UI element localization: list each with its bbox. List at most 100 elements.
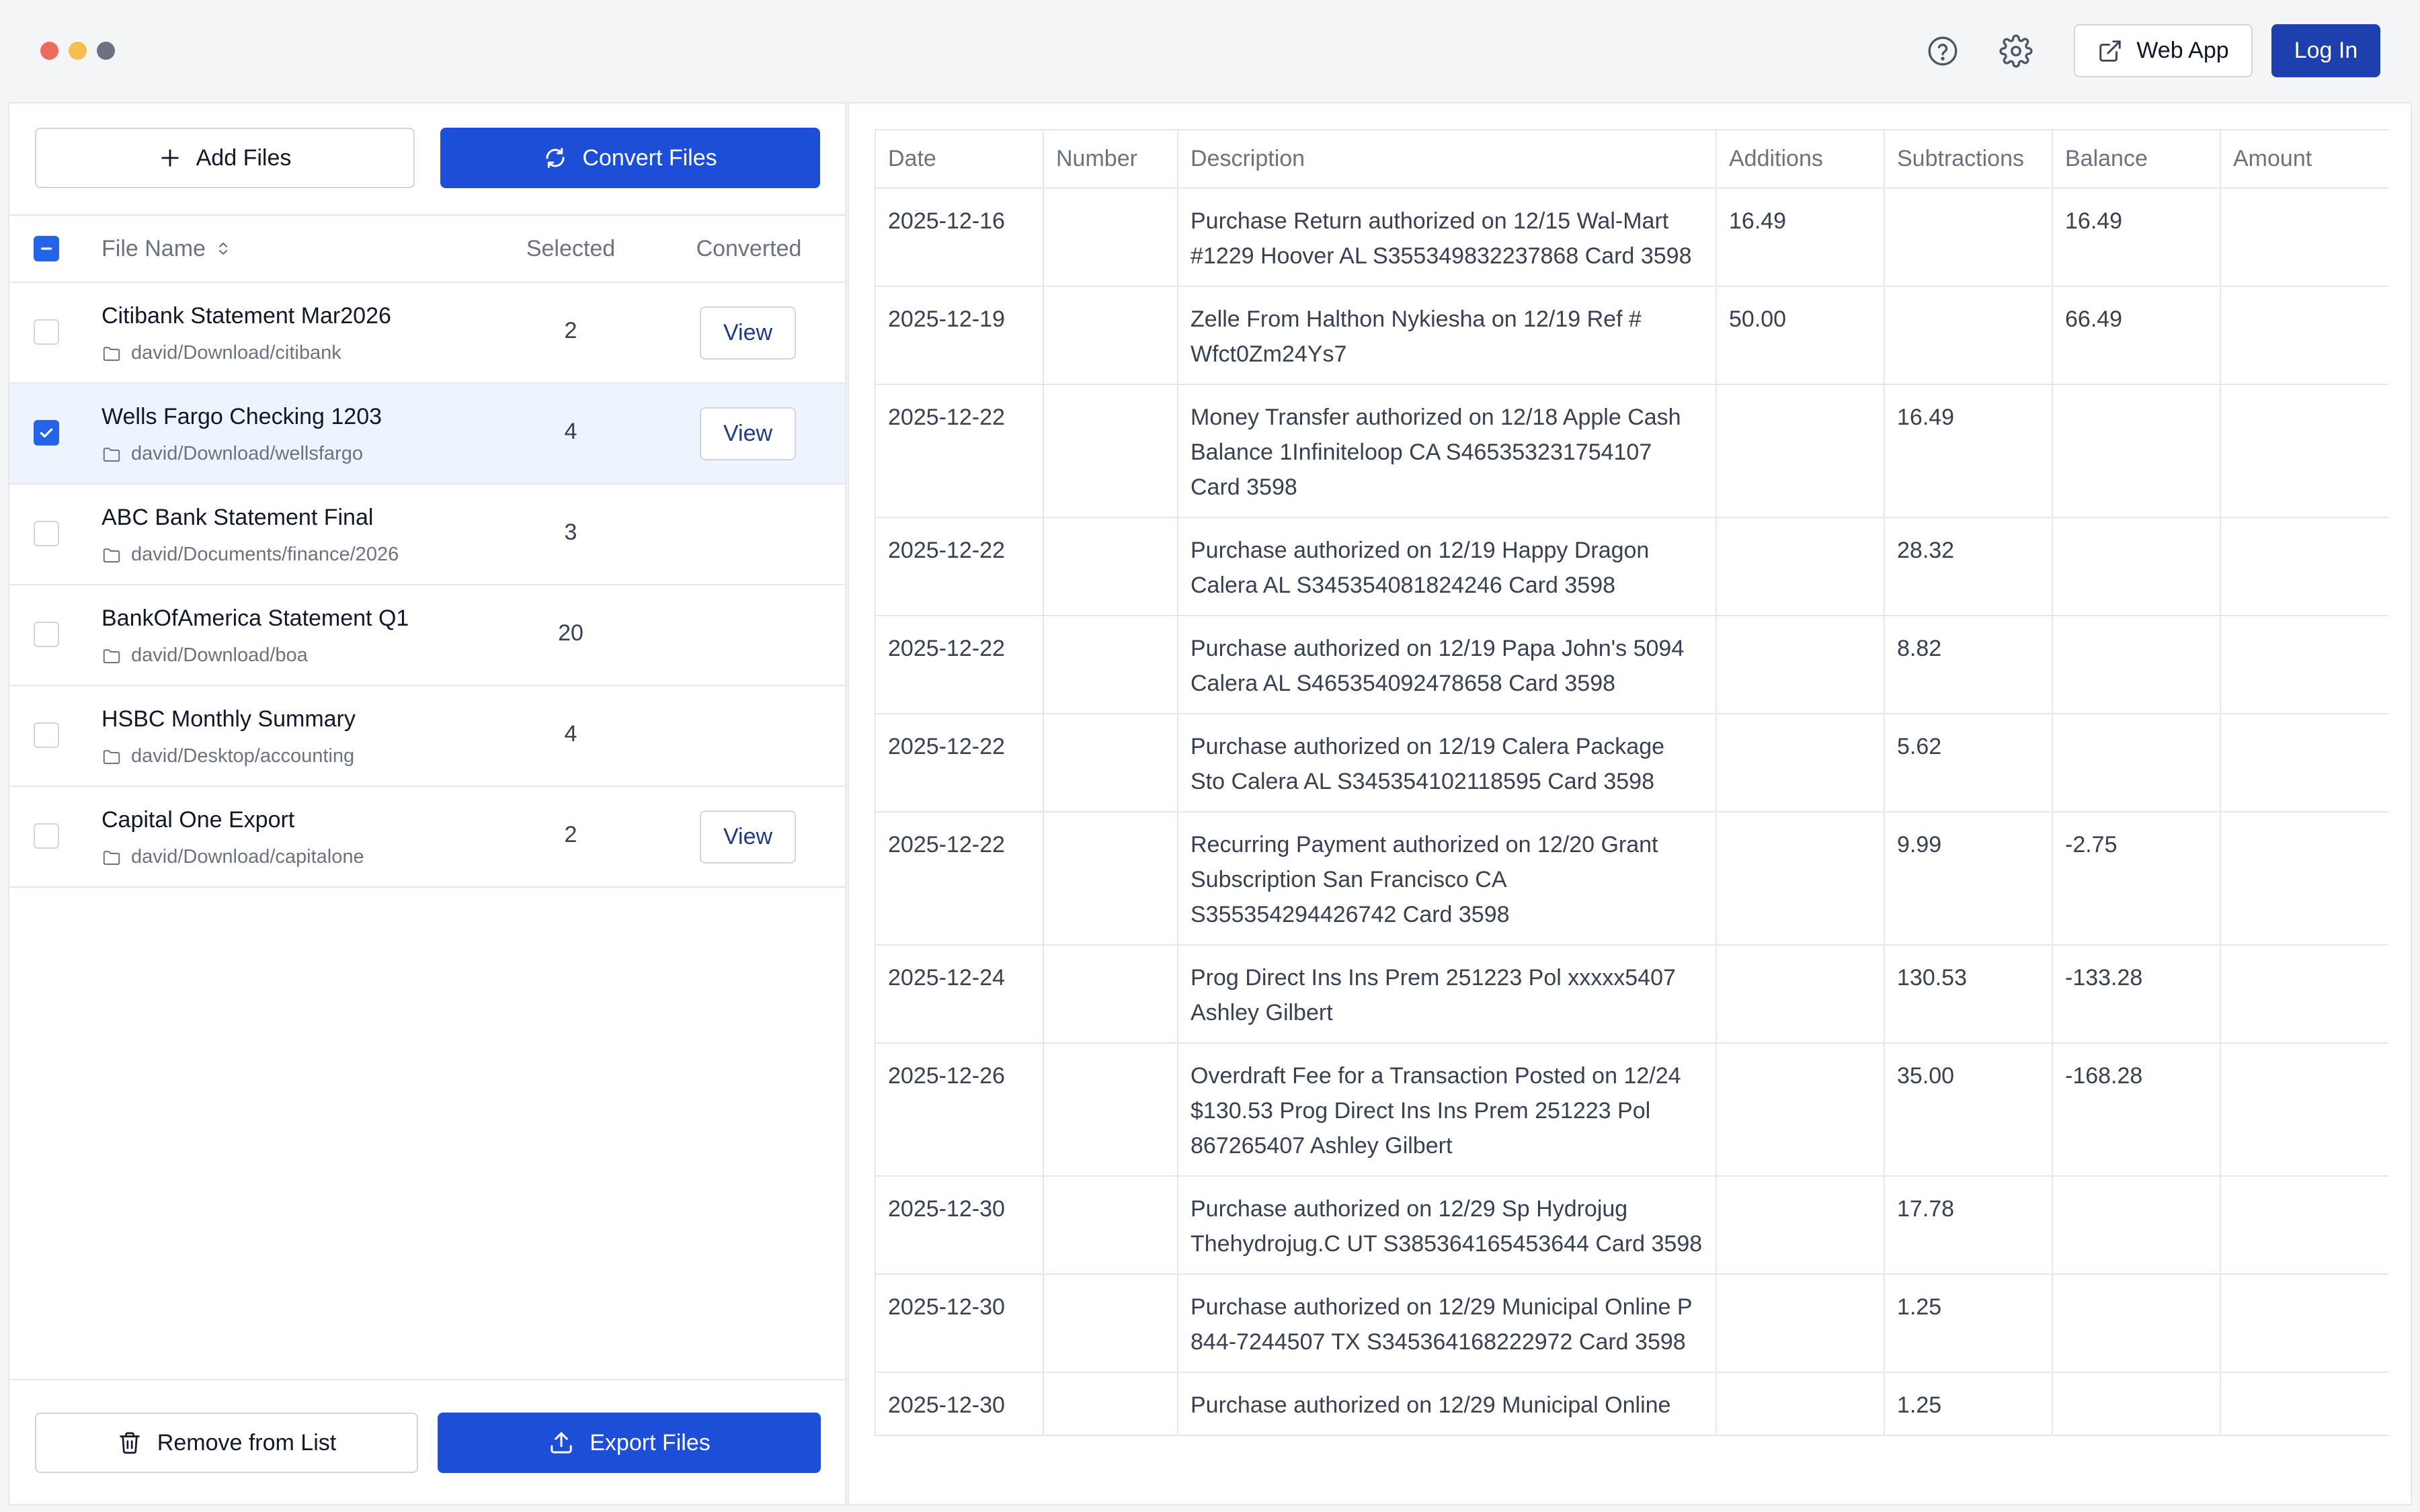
table-body: 2025-12-16 Purchase Return authorized on …: [875, 187, 2388, 1436]
cell-date: 2025-12-22: [875, 517, 1044, 616]
cell-amount: [2220, 384, 2388, 518]
file-list: Citibank Statement Mar2026 david/Download…: [9, 283, 845, 888]
zoom-window-button[interactable]: [97, 42, 115, 60]
view-button[interactable]: View: [700, 306, 796, 360]
cell-subtractions: 5.62: [1884, 713, 2053, 812]
remove-from-list-button[interactable]: Remove from List: [35, 1413, 418, 1473]
file-name: Citibank Statement Mar2026: [102, 303, 391, 329]
file-row[interactable]: Capital One Export david/Download/capital…: [9, 787, 845, 888]
cell-amount: [2220, 517, 2388, 616]
file-row[interactable]: BankOfAmerica Statement Q1 david/Download…: [9, 585, 845, 686]
file-checkbox[interactable]: [34, 722, 59, 748]
table-row[interactable]: 2025-12-22 Purchase authorized on 12/19 C…: [875, 713, 2388, 812]
cell-date: 2025-12-19: [875, 286, 1044, 385]
view-button[interactable]: View: [700, 810, 796, 864]
add-files-button[interactable]: Add Files: [35, 128, 415, 188]
cell-amount: [2220, 187, 2388, 287]
table-row[interactable]: 2025-12-30 Purchase authorized on 12/29 M…: [875, 1273, 2388, 1373]
file-checkbox[interactable]: [34, 420, 59, 446]
file-checkbox[interactable]: [34, 521, 59, 546]
table-row[interactable]: 2025-12-30 Purchase authorized on 12/29 S…: [875, 1175, 2388, 1275]
file-actions: Add Files Convert Files: [35, 128, 820, 190]
window-controls: [40, 42, 115, 60]
cell-balance: [2052, 1273, 2221, 1373]
file-path: david/Download/boa: [102, 644, 308, 667]
selected-count: 4: [564, 721, 577, 747]
cell-amount: [2220, 1372, 2388, 1436]
sort-icon: [218, 242, 228, 255]
check-icon: [40, 428, 53, 438]
table-row[interactable]: 2025-12-22 Purchase authorized on 12/19 H…: [875, 517, 2388, 616]
column-header-subtractions: Subtractions: [1884, 129, 2053, 189]
cell-subtractions: 35.00: [1884, 1042, 2053, 1177]
cell-number: [1043, 1372, 1178, 1436]
cell-balance: [2052, 615, 2221, 714]
cell-additions: [1716, 1273, 1885, 1373]
convert-files-button[interactable]: Convert Files: [440, 128, 820, 188]
transactions-table-container[interactable]: Date Number Description Additions Subtractio…: [875, 129, 2388, 1504]
table-row[interactable]: 2025-12-19 Zelle From Halthon Nykiesha on…: [875, 286, 2388, 385]
gear-icon: [1999, 34, 2033, 68]
minus-icon: [40, 247, 52, 250]
file-path-text: david/Download/capitalone: [131, 846, 364, 868]
cell-number: [1043, 384, 1178, 518]
trash-icon: [119, 1432, 140, 1454]
select-all-checkbox[interactable]: [34, 236, 59, 261]
cell-amount: [2220, 944, 2388, 1044]
table-row[interactable]: 2025-12-22 Purchase authorized on 12/19 P…: [875, 615, 2388, 714]
table-row[interactable]: 2025-12-22 Money Transfer authorized on 1…: [875, 384, 2388, 518]
cell-description: Purchase authorized on 12/19 Happy Drago…: [1177, 517, 1717, 616]
cell-amount: [2220, 286, 2388, 385]
column-header-balance: Balance: [2052, 129, 2221, 189]
selected-count: 4: [564, 419, 577, 444]
table-row[interactable]: 2025-12-24 Prog Direct Ins Ins Prem 25122…: [875, 944, 2388, 1044]
upload-icon: [551, 1432, 572, 1454]
help-button[interactable]: [1924, 32, 1962, 70]
file-path-text: david/Download/citibank: [131, 342, 341, 364]
file-name: BankOfAmerica Statement Q1: [102, 605, 409, 631]
table-row[interactable]: 2025-12-26 Overdraft Fee for a Transactio…: [875, 1042, 2388, 1177]
title-bar: Web App Log In: [0, 0, 2420, 101]
cell-number: [1043, 944, 1178, 1044]
external-link-icon: [2099, 40, 2121, 62]
minimize-window-button[interactable]: [69, 42, 87, 60]
folder-icon: [103, 346, 120, 361]
folder-icon: [103, 548, 120, 562]
file-row[interactable]: HSBC Monthly Summary david/Desktop/accoun…: [9, 686, 845, 787]
file-row[interactable]: ABC Bank Statement Final david/Documents/…: [9, 485, 845, 585]
file-checkbox[interactable]: [34, 319, 59, 345]
file-checkbox[interactable]: [34, 622, 59, 647]
settings-button[interactable]: [1997, 32, 2035, 70]
table-row[interactable]: 2025-12-30 Purchase authorized on 12/29 M…: [875, 1372, 2388, 1436]
login-button[interactable]: Log In: [2271, 24, 2380, 77]
sort-by-file-name[interactable]: File Name: [102, 216, 231, 282]
table-row[interactable]: 2025-12-16 Purchase Return authorized on …: [875, 187, 2388, 287]
cell-additions: [1716, 1042, 1885, 1177]
file-checkbox[interactable]: [34, 823, 59, 849]
cell-date: 2025-12-22: [875, 811, 1044, 946]
cell-number: [1043, 1042, 1178, 1177]
file-row[interactable]: Citibank Statement Mar2026 david/Download…: [9, 283, 845, 384]
folder-icon: [103, 648, 120, 663]
cell-additions: [1716, 713, 1885, 812]
table-row[interactable]: 2025-12-22 Recurring Payment authorized o…: [875, 811, 2388, 946]
cell-date: 2025-12-16: [875, 187, 1044, 287]
file-name: Wells Fargo Checking 1203: [102, 404, 382, 429]
cell-balance: -2.75: [2052, 811, 2221, 946]
close-window-button[interactable]: [40, 42, 58, 60]
folder-icon: [103, 850, 120, 865]
cell-balance: [2052, 384, 2221, 518]
file-row[interactable]: Wells Fargo Checking 1203 david/Download/…: [9, 384, 845, 485]
export-files-button[interactable]: Export Files: [438, 1413, 821, 1473]
cell-number: [1043, 811, 1178, 946]
view-button[interactable]: View: [700, 407, 796, 460]
cell-description: Recurring Payment authorized on 12/20 Gr…: [1177, 811, 1717, 946]
cell-balance: -133.28: [2052, 944, 2221, 1044]
web-app-button[interactable]: Web App: [2074, 24, 2253, 77]
cell-balance: -168.28: [2052, 1042, 2221, 1177]
file-path-text: david/Download/wellsfargo: [131, 443, 363, 464]
cell-number: [1043, 615, 1178, 714]
cell-date: 2025-12-30: [875, 1175, 1044, 1275]
cell-amount: [2220, 1042, 2388, 1177]
file-name: HSBC Monthly Summary: [102, 706, 356, 732]
